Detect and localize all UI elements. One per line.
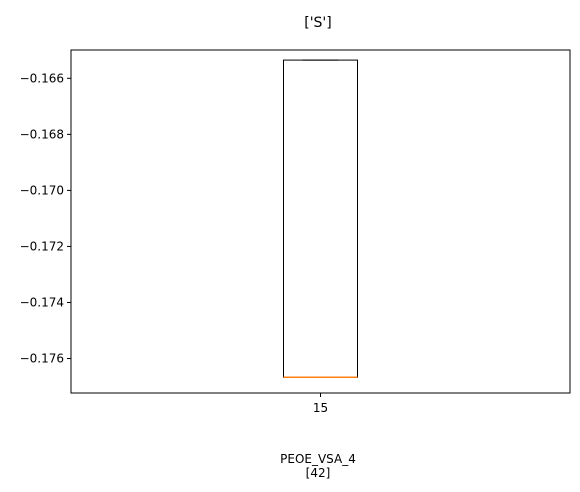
y-tick-label: −0.174 [20, 295, 64, 309]
x-tick-label: 15 [313, 401, 328, 415]
y-tick-label: −0.176 [20, 352, 64, 366]
y-tick-label: −0.168 [20, 127, 64, 141]
x-axis-label: PEOE_VSA_4 [280, 452, 356, 466]
x-axis: 15 [313, 393, 328, 415]
x-axis-sublabel: [42] [306, 466, 331, 480]
y-tick-label: −0.166 [20, 71, 64, 85]
y-tick-label: −0.170 [20, 183, 64, 197]
box-body [283, 59, 358, 378]
y-axis: −0.166 −0.168 −0.170 −0.172 −0.174 −0.176 [20, 71, 71, 366]
box-series [283, 59, 358, 379]
plot-area [70, 49, 571, 394]
chart-title: ['S'] [304, 15, 332, 31]
y-tick-label: −0.172 [20, 239, 64, 253]
